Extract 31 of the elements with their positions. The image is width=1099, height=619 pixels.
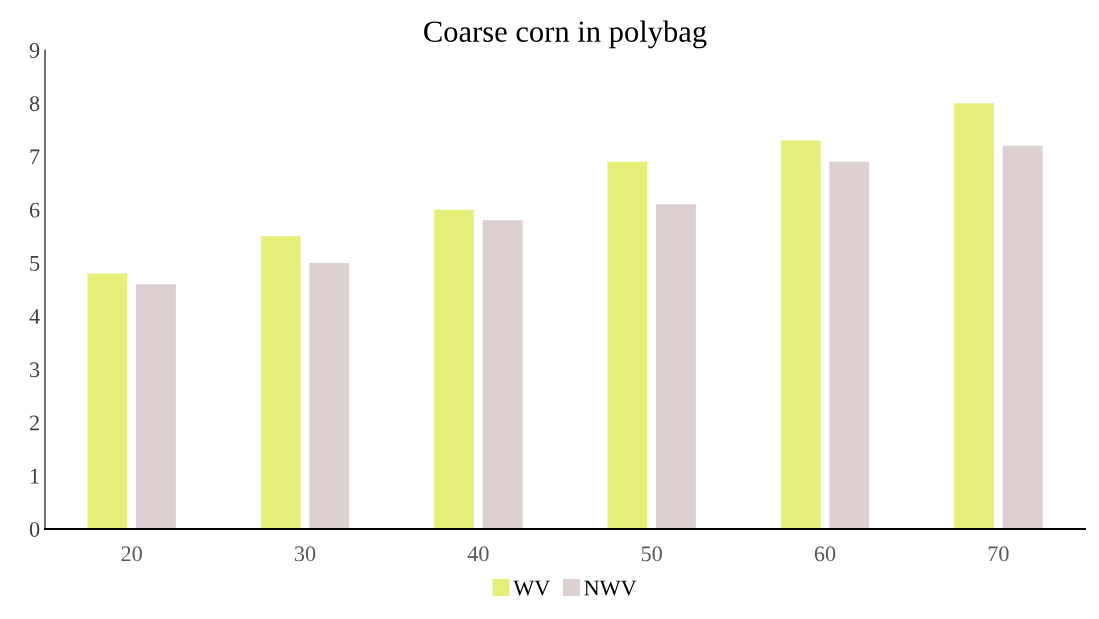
- legend-label: WV: [513, 580, 551, 596]
- x-tick-label: 70: [988, 546, 1009, 562]
- chart-title: Coarse corn in polybag: [424, 20, 707, 49]
- y-tick-label: 4: [29, 309, 40, 324]
- legend-label: NWV: [584, 580, 637, 596]
- x-tick-label: 40: [467, 546, 489, 562]
- x-tick-label: 60: [814, 546, 836, 562]
- bar: [87, 273, 128, 529]
- x-tick-label: 30: [294, 546, 316, 562]
- x-tick-label: 20: [121, 546, 142, 562]
- bar: [309, 262, 350, 529]
- bar: [1002, 145, 1043, 529]
- y-tick-label: 3: [30, 362, 40, 378]
- y-tick-label: 2: [30, 415, 39, 431]
- bar: [260, 236, 301, 529]
- bar: [482, 220, 523, 529]
- bar: [136, 284, 176, 529]
- y-tick-label: 5: [30, 256, 40, 271]
- bar: [656, 204, 696, 529]
- y-tick-label: 0: [29, 521, 40, 537]
- y-tick-label: 9: [29, 42, 40, 58]
- bar: [434, 209, 474, 529]
- y-tick-label: 6: [29, 202, 40, 218]
- bar: [829, 161, 870, 529]
- x-tick-label: 50: [641, 546, 662, 562]
- bar: [607, 161, 648, 529]
- y-tick-label: 1: [30, 468, 39, 484]
- y-tick-label: 7: [30, 149, 40, 165]
- y-tick-label: 8: [29, 96, 40, 112]
- bar: [954, 103, 994, 529]
- bar: [780, 140, 821, 529]
